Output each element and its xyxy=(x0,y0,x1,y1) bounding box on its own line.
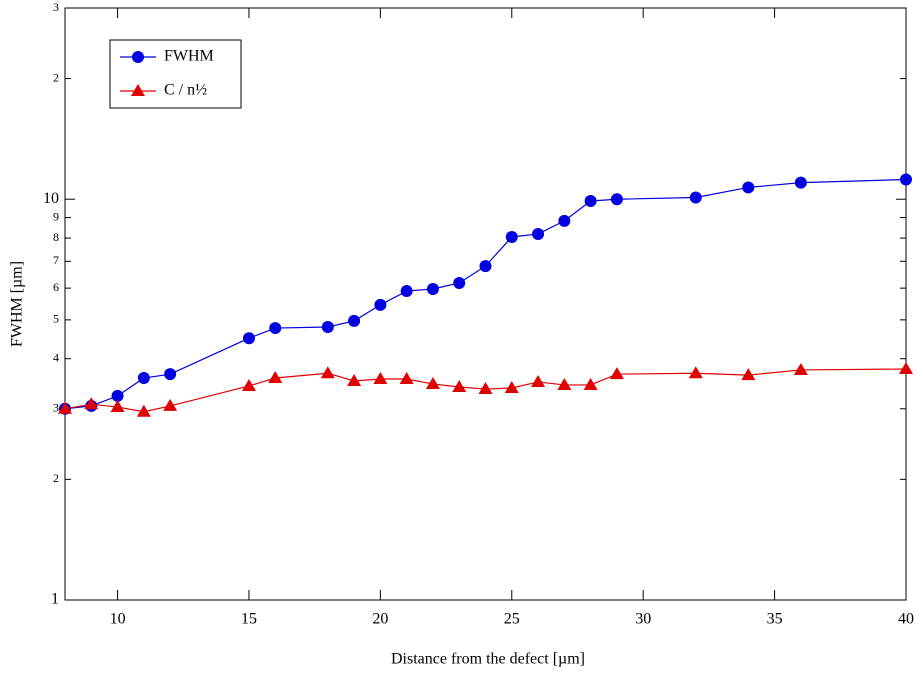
data-point xyxy=(453,276,466,289)
data-point xyxy=(584,194,597,207)
data-point xyxy=(558,214,571,227)
data-point xyxy=(452,379,467,392)
y-tick-label: 6 xyxy=(53,280,59,294)
data-point xyxy=(136,404,151,417)
data-point xyxy=(426,283,439,296)
data-point xyxy=(609,367,624,380)
x-tick-label: 25 xyxy=(504,611,520,628)
series-line xyxy=(64,178,907,410)
y-tick-label: 3 xyxy=(53,0,59,14)
y-tick-label: 5 xyxy=(53,312,59,326)
y-tick-label: 3 xyxy=(53,401,59,415)
data-point xyxy=(557,377,572,390)
data-point xyxy=(321,320,334,333)
data-point xyxy=(479,260,492,273)
data-point xyxy=(688,366,703,379)
data-point xyxy=(742,181,755,194)
data-point xyxy=(58,401,72,414)
data-point xyxy=(400,285,413,298)
x-tick-label: 15 xyxy=(241,611,257,628)
data-point xyxy=(793,362,808,375)
y-tick-label: 2 xyxy=(53,471,59,485)
legend-label: FWHM xyxy=(164,48,214,65)
data-point xyxy=(900,173,912,186)
y-tick-label: 1 xyxy=(51,591,59,608)
x-tick-label: 35 xyxy=(767,611,783,628)
data-point xyxy=(610,193,623,206)
y-tick-label: 2 xyxy=(53,70,59,84)
data-point xyxy=(505,230,518,243)
y-tick-label: 9 xyxy=(53,209,59,223)
x-tick-label: 10 xyxy=(110,611,126,628)
data-point xyxy=(110,400,125,413)
data-point xyxy=(84,397,99,410)
x-tick-label: 30 xyxy=(635,611,651,628)
data-point xyxy=(164,368,177,381)
data-point xyxy=(399,371,414,384)
data-point xyxy=(269,322,282,335)
legend-label: C / n½ xyxy=(164,82,207,99)
y-tick-label: 7 xyxy=(53,253,59,267)
data-point xyxy=(899,362,913,375)
data-point xyxy=(373,371,388,384)
data-point xyxy=(268,371,283,384)
data-point xyxy=(532,227,545,240)
data-point xyxy=(163,398,178,411)
data-point xyxy=(348,314,361,327)
data-point xyxy=(241,378,256,391)
data-point xyxy=(531,374,546,387)
legend-marker xyxy=(132,51,144,63)
data-point xyxy=(583,377,598,390)
data-point xyxy=(425,376,440,389)
data-point xyxy=(504,381,519,394)
data-point xyxy=(320,366,335,379)
x-tick-label: 40 xyxy=(898,611,914,628)
data-point xyxy=(137,372,150,385)
y-tick-label: 8 xyxy=(53,230,59,244)
y-tick-label: 4 xyxy=(53,350,59,364)
data-point xyxy=(242,332,255,345)
y-tick-label: 10 xyxy=(43,190,59,207)
data-point xyxy=(111,389,124,402)
data-point xyxy=(478,382,493,395)
plot-frame xyxy=(64,7,907,601)
x-tick-label: 20 xyxy=(372,611,388,628)
data-point xyxy=(374,298,387,311)
legend-box xyxy=(109,39,242,109)
data-point xyxy=(794,176,807,189)
data-point xyxy=(689,191,702,204)
x-axis-label: Distance from the defect [µm] xyxy=(391,651,585,668)
y-axis-label: FWHM [µm] xyxy=(9,261,26,347)
data-point xyxy=(347,373,362,386)
legend-marker xyxy=(131,84,145,96)
data-point xyxy=(741,368,756,381)
